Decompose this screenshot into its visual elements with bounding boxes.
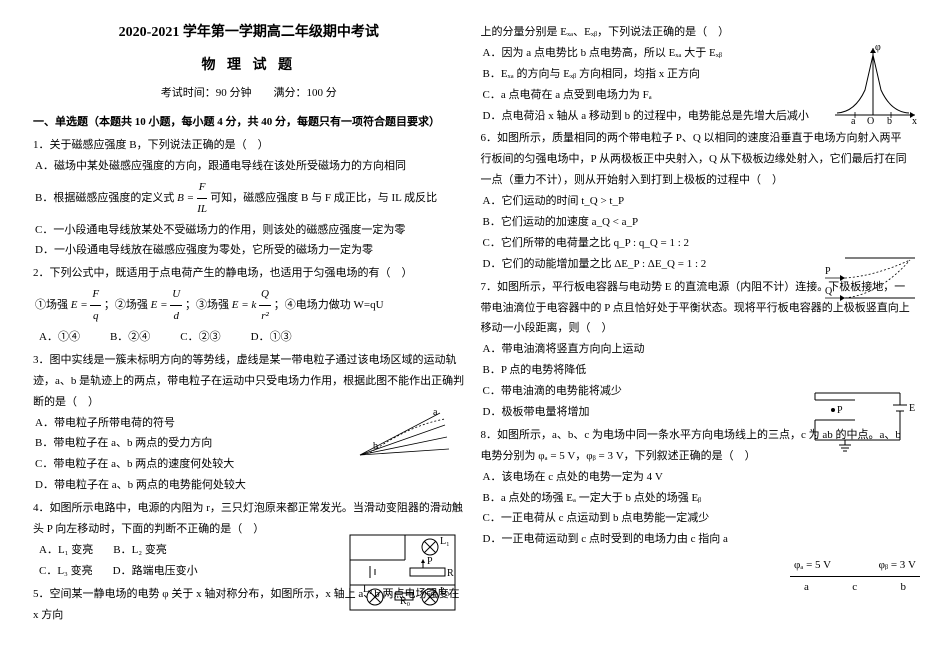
q3-stem: 3．图中实线是一簇未标明方向的等势线，虚线是某一带电粒子通过该电场区域的运动轨迹… <box>33 350 465 413</box>
svg-text:R₀: R₀ <box>400 596 411 607</box>
q5-graph: φ x a O b <box>825 40 920 130</box>
q2f-2-pre: ；②场强 <box>104 299 151 311</box>
svg-text:b: b <box>373 441 378 452</box>
q2-opt-d: D．①③ <box>251 327 292 348</box>
exam-title-line2: 物 理 试 题 <box>33 53 465 80</box>
q4-opt-a: A．L₁ 变亮 <box>39 540 93 561</box>
q4-opt-b: B．L₂ 变亮 <box>113 540 167 561</box>
section-1-heading: 一、单选题（本题共 10 小题，每小题 4 分，共 40 分，每题只有一项符合题… <box>33 112 465 133</box>
q2-opt-c: C．②③ <box>180 327 220 348</box>
q2f-2: E = Ud <box>151 299 183 311</box>
q7-opt-b: B．P 点的电势将降低 <box>481 360 913 381</box>
q8-label-b: b <box>901 577 907 598</box>
q2-opt-a: A．①④ <box>39 327 80 348</box>
q8-phi-b: φᵦ = 3 V <box>879 555 916 576</box>
q8-opt-b: B．a 点处的场强 Eₐ 一定大于 b 点处的场强 Eᵦ <box>481 488 913 509</box>
svg-text:φ: φ <box>875 42 881 53</box>
q6-figure: P Q <box>820 250 920 305</box>
q2-stem: 2．下列公式中，既适用于点电荷产生的静电场，也适用于匀强电场的有（ ） <box>33 263 465 284</box>
q1-opt-b: B．根据磁感应强度的定义式 B = FIL 可知，磁感应强度 B 与 F 成正比… <box>33 177 465 220</box>
q1b-post: 可知，磁感应强度 B 与 F 成正比，与 IL 成反比 <box>210 192 437 204</box>
q1-stem: 1．关于磁感应强度 B，下列说法正确的是（ ） <box>33 135 465 156</box>
q4-circuit-figure: L₁ L₂ L₃ PR R₀ <box>345 530 460 615</box>
q2f-4: ；④电场力做功 W=qU <box>274 299 384 311</box>
q1-opt-d: D．一小段通电导线放在磁感应强度为零处，它所受的磁场力一定为零 <box>33 240 465 261</box>
q2-opt-b: B．②④ <box>110 327 150 348</box>
q2f-3-pre: ；③场强 <box>185 299 232 311</box>
svg-text:x: x <box>912 116 917 127</box>
q8-opt-d: D．一正电荷运动到 c 点时受到的电场力由 c 指向 a <box>481 529 913 550</box>
svg-text:a: a <box>433 407 438 418</box>
svg-text:L₁: L₁ <box>440 536 450 547</box>
q8-opt-a: A．该电场在 c 点处的电势一定为 4 V <box>481 467 913 488</box>
q3-opt-d: D．带电粒子在 a、b 两点的电势能何处较大 <box>33 475 465 496</box>
q2f-1: E = Fq <box>71 299 101 311</box>
q6-stem: 6．如图所示，质量相同的两个带电粒子 P、Q 以相同的速度沿垂直于电场方向射入两… <box>481 128 913 191</box>
svg-text:P: P <box>825 266 831 277</box>
q8-label-a: a <box>804 577 809 598</box>
q2-options: A．①④ B．②④ C．②③ D．①③ <box>33 327 465 348</box>
q7-circuit: P E <box>805 385 920 455</box>
q8-phi-a: φₐ = 5 V <box>794 555 831 576</box>
q6-opt-b: B．它们运动的加速度 a_Q < a_P <box>481 212 913 233</box>
q8-label-c: c <box>852 577 857 598</box>
svg-text:P: P <box>837 405 843 416</box>
q8-opt-c: C．一正电荷从 c 点运动到 b 点电势能一定减少 <box>481 508 913 529</box>
svg-text:P: P <box>427 556 433 567</box>
q1b-formula: B = FIL <box>177 192 207 204</box>
svg-text:O: O <box>867 116 874 127</box>
q3-figure: a b <box>355 405 455 465</box>
q6-opt-a: A．它们运动的时间 t_Q > t_P <box>481 191 913 212</box>
q2f-1-pre: ①场强 <box>35 299 71 311</box>
svg-text:R: R <box>447 568 454 579</box>
svg-text:Q: Q <box>825 286 833 297</box>
q4-opt-d: D．路端电压变小 <box>113 561 198 582</box>
svg-text:L₃: L₃ <box>440 586 450 597</box>
q2f-3: E = k Qr² <box>232 299 271 311</box>
q4-opt-c: C．L₃ 变亮 <box>39 561 93 582</box>
q1-opt-c: C．一小段通电导线放某处不受磁场力的作用，则该处的磁感应强度一定为零 <box>33 220 465 241</box>
svg-text:E: E <box>909 403 915 414</box>
q2-formulas: ①场强 E = Fq ；②场强 E = Ud ；③场强 E = k Qr² ；④… <box>33 284 465 327</box>
q8-figure: φₐ = 5 V φᵦ = 3 V a c b <box>790 555 920 598</box>
q1b-pre: B．根据磁感应强度的定义式 <box>35 192 177 204</box>
exam-title-line1: 2020-2021 学年第一学期高二年级期中考试 <box>33 20 465 47</box>
exam-meta: 考试时间：90 分钟 满分：100 分 <box>33 83 465 104</box>
q7-opt-a: A．带电油滴将竖直方向向上运动 <box>481 339 913 360</box>
q1-opt-a: A．磁场中某处磁感应强度的方向，跟通电导线在该处所受磁场力的方向相同 <box>33 156 465 177</box>
